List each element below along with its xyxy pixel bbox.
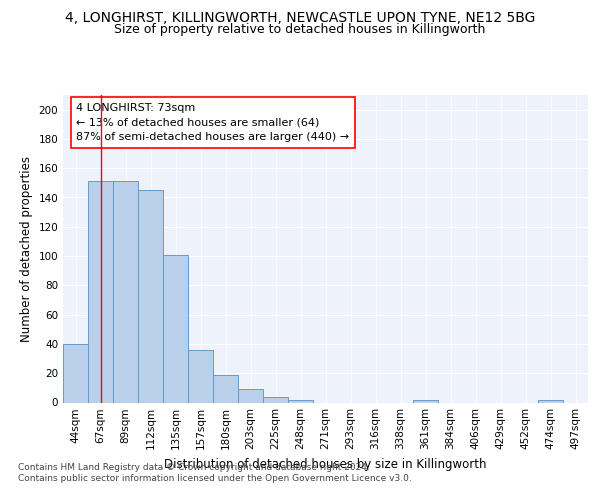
Bar	[88, 182, 113, 402]
Bar	[163, 254, 188, 402]
Bar	[288, 400, 313, 402]
Text: 4 LONGHIRST: 73sqm
← 13% of detached houses are smaller (64)
87% of semi-detache: 4 LONGHIRST: 73sqm ← 13% of detached hou…	[76, 102, 349, 142]
Text: 4, LONGHIRST, KILLINGWORTH, NEWCASTLE UPON TYNE, NE12 5BG: 4, LONGHIRST, KILLINGWORTH, NEWCASTLE UP…	[65, 11, 535, 25]
Y-axis label: Number of detached properties: Number of detached properties	[20, 156, 33, 342]
Bar	[113, 182, 138, 402]
Bar	[263, 396, 288, 402]
Text: Contains public sector information licensed under the Open Government Licence v3: Contains public sector information licen…	[18, 474, 412, 483]
Bar	[63, 344, 88, 403]
Bar	[538, 400, 563, 402]
Text: Size of property relative to detached houses in Killingworth: Size of property relative to detached ho…	[115, 22, 485, 36]
Bar	[238, 390, 263, 402]
Bar	[413, 400, 438, 402]
Bar	[188, 350, 213, 403]
Text: Contains HM Land Registry data © Crown copyright and database right 2024.: Contains HM Land Registry data © Crown c…	[18, 462, 370, 471]
Bar	[138, 190, 163, 402]
Bar	[213, 374, 238, 402]
X-axis label: Distribution of detached houses by size in Killingworth: Distribution of detached houses by size …	[164, 458, 487, 471]
